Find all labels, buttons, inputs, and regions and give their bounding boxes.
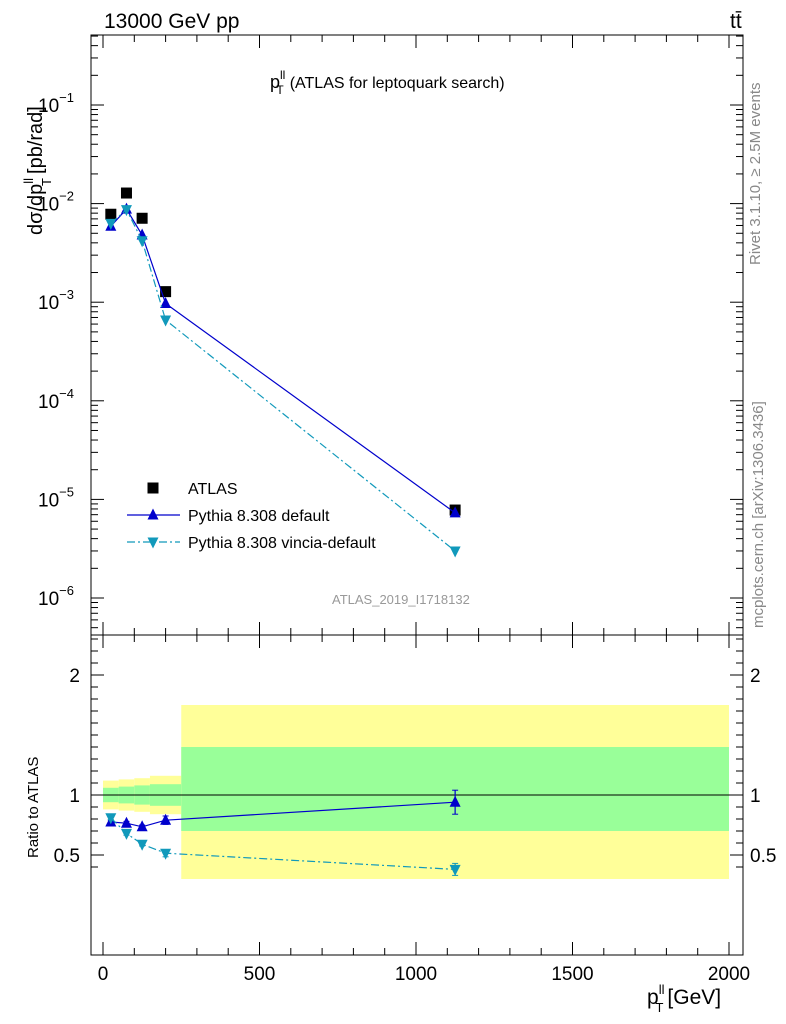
legend-label-2: Pythia 8.308 vincia-default (188, 535, 376, 552)
y-tick-exp: −1 (59, 90, 74, 105)
analysis-watermark: ATLAS_2019_I1718132 (332, 592, 470, 607)
legend: ATLAS Pythia 8.308 default Pythia 8.308 vi… (127, 481, 376, 552)
ratio-y-tick-label-left: 0.5 (54, 846, 80, 867)
main-point-2-3 (160, 315, 172, 327)
y-tick-base: 10 (38, 96, 59, 117)
xlabel-sup: ll (659, 982, 665, 997)
legend-label-1: Pythia 8.308 default (188, 508, 330, 525)
main-point-0-0 (105, 208, 117, 220)
mcplots-label: mcplots.cern.ch [arXiv:1306.3436] (750, 401, 767, 628)
main-title-rest: (ATLAS for leptoquark search) (290, 75, 505, 92)
ratio-point-1-2 (136, 839, 148, 851)
ratio-y-tick-label-right: 0.5 (750, 846, 776, 867)
ratio-xlabel: pll T [GeV] (647, 982, 721, 1015)
main-point-1-4 (449, 506, 461, 518)
ratio-x-tick-label: 500 (244, 964, 276, 985)
main-title-p: p (270, 72, 280, 92)
ratio-panel: 0.5 0.5 1 1 2 2 0 500 1000 1500 2000 Ratio to ATL… (25, 634, 776, 1015)
ratio-x-tick-label: 2000 (708, 964, 750, 985)
xlabel-p: p (647, 986, 659, 1009)
xlabel-sub: T (655, 1000, 663, 1015)
main-title-sub: T (276, 83, 284, 97)
y-tick-label: 10−6 (38, 583, 74, 610)
main-title: pll T (ATLAS for leptoquark search) (270, 68, 505, 97)
band-inner-4 (181, 747, 729, 831)
ratio-point-0-3 (160, 813, 172, 825)
main-panel: 10−610−510−410−310−210−1 pll T (ATLAS for … (21, 34, 744, 636)
y-tick-exp: −5 (59, 484, 74, 499)
main-point-1-3 (160, 297, 172, 309)
y-tick-label: 10−1 (38, 90, 74, 117)
ratio-point-1-1 (120, 828, 132, 840)
ratio-frame (90, 634, 744, 956)
ratio-y-tick-label-right: 2 (750, 666, 761, 687)
ratio-x-tick-label: 1500 (551, 964, 593, 985)
main-point-2-2 (136, 236, 148, 248)
ratio-x-ticks: 0 500 1000 1500 2000 (98, 635, 750, 985)
ratio-y-tick-label-right: 1 (750, 786, 761, 807)
y-tick-exp: −2 (59, 189, 74, 204)
y-tick-base: 10 (38, 293, 59, 314)
ratio-x-tick-label: 0 (98, 964, 109, 985)
legend-marker-2 (147, 537, 159, 549)
ratio-point-0-4 (449, 795, 461, 807)
energy-label: 13000 GeV pp (104, 10, 239, 33)
y-tick-exp: −6 (59, 583, 74, 598)
rivet-label: Rivet 3.1.10, ≥ 2.5M events (747, 83, 764, 266)
main-y-ticks: 10−610−510−410−310−210−1 (38, 35, 743, 629)
legend-label-0: ATLAS (188, 481, 238, 498)
ratio-data-layer (105, 789, 461, 876)
ratio-point-1-3 (160, 848, 172, 860)
main-point-2-4 (449, 546, 461, 558)
legend-marker-0 (147, 482, 159, 494)
main-x-ticks (102, 35, 730, 635)
y-tick-base: 10 (38, 195, 59, 216)
y-tick-exp: −4 (59, 386, 74, 401)
main-data-layer (105, 187, 461, 558)
ratio-uncertainty-bands (103, 705, 729, 879)
y-tick-base: 10 (38, 589, 59, 610)
y-tick-label: 10−3 (38, 287, 74, 314)
ratio-point-0-1 (120, 816, 132, 828)
y-tick-label: 10−4 (38, 386, 74, 413)
main-point-2-1 (120, 205, 132, 217)
ratio-x-tick-label: 1000 (395, 964, 437, 985)
main-point-0-2 (136, 212, 148, 224)
y-tick-label: 10−5 (38, 484, 74, 511)
y-tick-label: 10−2 (38, 189, 74, 216)
xlabel-rest: [GeV] (667, 986, 721, 1009)
main-point-0-1 (120, 187, 132, 199)
ratio-ylabel: Ratio to ATLAS (25, 757, 42, 858)
y-tick-base: 10 (38, 490, 59, 511)
y-tick-exp: −3 (59, 287, 74, 302)
main-title-sup: ll (280, 68, 285, 82)
main-point-0-3 (160, 286, 172, 298)
ratio-point-1-0 (105, 813, 117, 825)
ratio-series-line-1 (110, 817, 456, 870)
main-point-2-0 (105, 218, 117, 230)
ratio-point-0-2 (136, 820, 148, 832)
y-tick-base: 10 (38, 392, 59, 413)
ratio-y-ticks: 0.5 0.5 1 1 2 2 (54, 638, 776, 868)
ratio-y-tick-label-left: 2 (69, 666, 80, 687)
ratio-y-tick-label-left: 1 (69, 786, 80, 807)
legend-marker-1 (147, 508, 159, 520)
ratio-point-1-4 (449, 864, 461, 876)
process-label: tt̄ (730, 10, 742, 33)
